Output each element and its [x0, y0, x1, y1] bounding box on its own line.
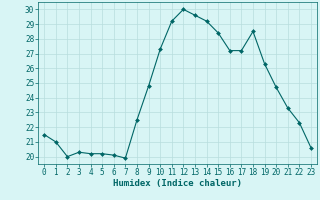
X-axis label: Humidex (Indice chaleur): Humidex (Indice chaleur) [113, 179, 242, 188]
